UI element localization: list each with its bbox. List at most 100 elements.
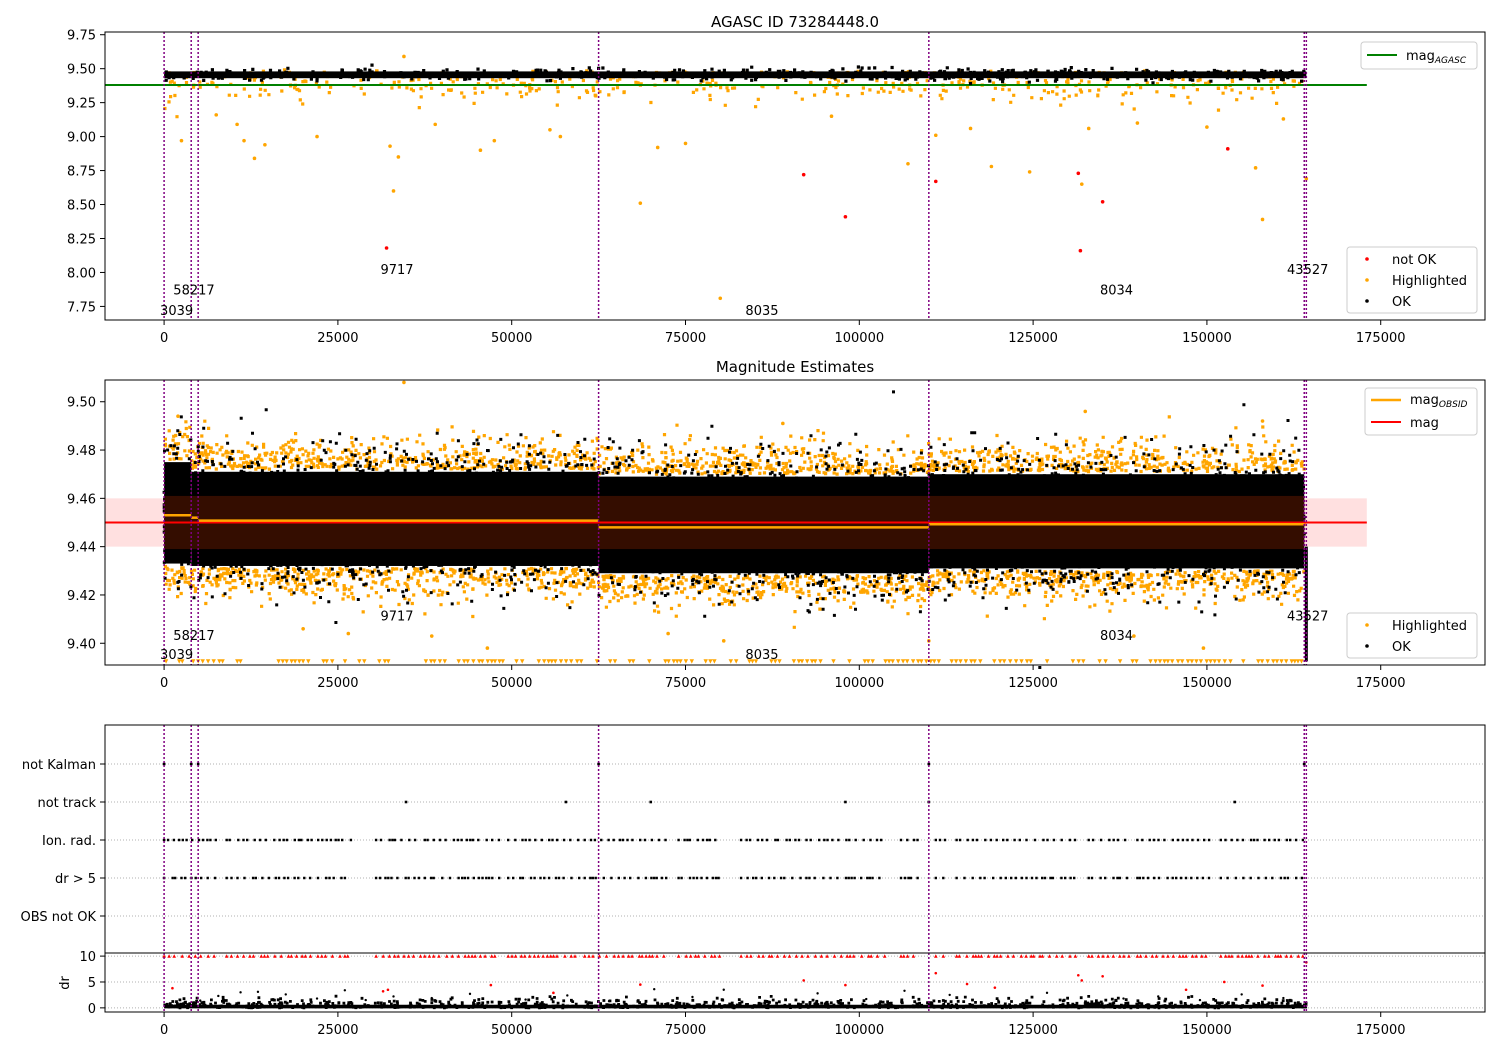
panel4-frame [104, 952, 1486, 1013]
legend-label-highlighted: Highlighted [1392, 274, 1467, 289]
dr-point [256, 990, 260, 994]
ok-points-dots [164, 63, 1306, 86]
dr-large-point [171, 986, 174, 990]
dr-point [239, 991, 242, 994]
obsid-label: 58217 [173, 629, 214, 644]
flag-point [927, 762, 931, 766]
ok-points-band [164, 71, 1307, 79]
dr-point [1122, 997, 1125, 1000]
highlighted-point [1304, 176, 1309, 181]
panel4-ylabel: dr [58, 976, 73, 990]
x-tick-label: 50000 [491, 676, 532, 691]
x-tick-label: 125000 [1008, 676, 1058, 691]
highlighted-point [721, 639, 726, 643]
dr-large-point [993, 986, 997, 989]
dr-large-point [1076, 973, 1080, 977]
legend-text-mag: mag [1406, 49, 1435, 64]
dr-large-point [802, 979, 805, 982]
y-tick-label: 8.50 [67, 199, 96, 214]
highlighted-point [433, 122, 438, 127]
y-tick-label: 10 [79, 950, 96, 965]
x-tick-label: 125000 [1008, 331, 1058, 346]
highlighted-lower-dots [597, 574, 931, 629]
highlighted-point [1135, 121, 1140, 125]
not-ok-point [801, 172, 806, 177]
highlighted-point [301, 626, 305, 631]
dr-large-point [1101, 974, 1104, 978]
highlighted-point [346, 631, 351, 636]
highlighted-point [1083, 409, 1088, 414]
flag-category-label: OBS not OK [21, 910, 97, 925]
dr-point [217, 994, 220, 998]
dr-large-point [1222, 980, 1226, 984]
highlighted-point [1027, 170, 1032, 174]
obsid-label: 43527 [1287, 263, 1328, 278]
highlighted-point [1260, 217, 1265, 222]
panel2-frame [104, 379, 1486, 666]
dr-large-point [386, 988, 390, 992]
x-tick-label: 150000 [1182, 676, 1232, 691]
y-tick-label: 9.00 [67, 131, 96, 146]
dr-point [816, 992, 819, 995]
dr-clipped-markers [423, 954, 497, 958]
highlighted-point [1281, 117, 1286, 121]
highlighted-point [558, 134, 563, 139]
flag-point [1302, 762, 1306, 766]
not-ok-point [1076, 171, 1081, 176]
panel2-title: Magnitude Estimates [716, 358, 874, 376]
not-ok-point [1100, 200, 1105, 204]
y-tick-label: 5 [88, 976, 96, 991]
dr-large-point [1261, 984, 1264, 987]
dr-point [607, 999, 611, 1003]
dr-point [1240, 993, 1243, 996]
obsid-label: 3039 [160, 304, 193, 319]
highlighted-point [1260, 419, 1265, 423]
x-tick-label: 75000 [665, 1023, 706, 1038]
panel1-legend-status: not OK Highlighted OK [1346, 246, 1478, 314]
dr-clipped-markers [374, 954, 423, 958]
highlighted-point [1079, 182, 1084, 186]
panel3-plot-area [105, 725, 1485, 953]
flag-point [597, 762, 600, 766]
highlighted-point [478, 148, 483, 152]
x-tick-label: 25000 [317, 1023, 358, 1038]
dr-point [1282, 996, 1285, 1000]
x-tick-label: 0 [160, 676, 168, 691]
highlighted-point [829, 114, 834, 119]
x-tick-label: 75000 [665, 331, 706, 346]
legend-text-mag: mag [1410, 393, 1439, 408]
dr-clipped-markers [934, 954, 946, 958]
dr-large-point [639, 983, 642, 986]
highlighted-lower-dots [927, 569, 1306, 621]
legend-dot-not-ok [1365, 257, 1369, 261]
panel2-legend-status: Highlighted OK [1346, 612, 1478, 659]
panel2-plot-area: 3039 58217 9717 8035 8034 43527 [105, 380, 1367, 669]
obsid-label: 43527 [1287, 609, 1328, 624]
highlighted-point [214, 113, 219, 117]
highlighted-point [402, 54, 406, 59]
dr-clipped-markers [506, 954, 577, 958]
flag-category-label: not track [37, 796, 96, 811]
panel4-plot-area [105, 953, 1485, 1012]
panel1-title: AGASC ID 73284448.0 [711, 13, 879, 31]
highlighted-below-range-markers [608, 659, 929, 664]
legend-subscript-obsid: OBSID [1439, 400, 1468, 410]
dr-point [1157, 995, 1160, 998]
y-tick-label: 9.40 [67, 637, 96, 652]
dr-point [430, 996, 433, 1000]
x-tick-label: 175000 [1356, 676, 1406, 691]
dr-point [722, 988, 725, 991]
dr-point [566, 994, 569, 997]
agasc-magnitude-panel: AGASC ID 73284448.0 3039 58217 9717 8035 803… [67, 13, 1486, 346]
highlighted-point [429, 634, 434, 638]
panel1-y-axis: 7.75 8.00 8.25 8.50 8.75 9.00 9.25 9.50 9.75 [67, 29, 105, 315]
flag-point [564, 800, 568, 804]
y-tick-label: 8.00 [67, 266, 96, 281]
highlighted-point [1201, 646, 1206, 650]
y-tick-label: 9.48 [67, 444, 96, 459]
obsid-label: 58217 [173, 283, 214, 298]
dr-ok-points-dots [163, 994, 1308, 1010]
highlighted-point [1253, 166, 1258, 170]
x-tick-label: 100000 [834, 331, 884, 346]
highlighted-point [548, 128, 552, 132]
